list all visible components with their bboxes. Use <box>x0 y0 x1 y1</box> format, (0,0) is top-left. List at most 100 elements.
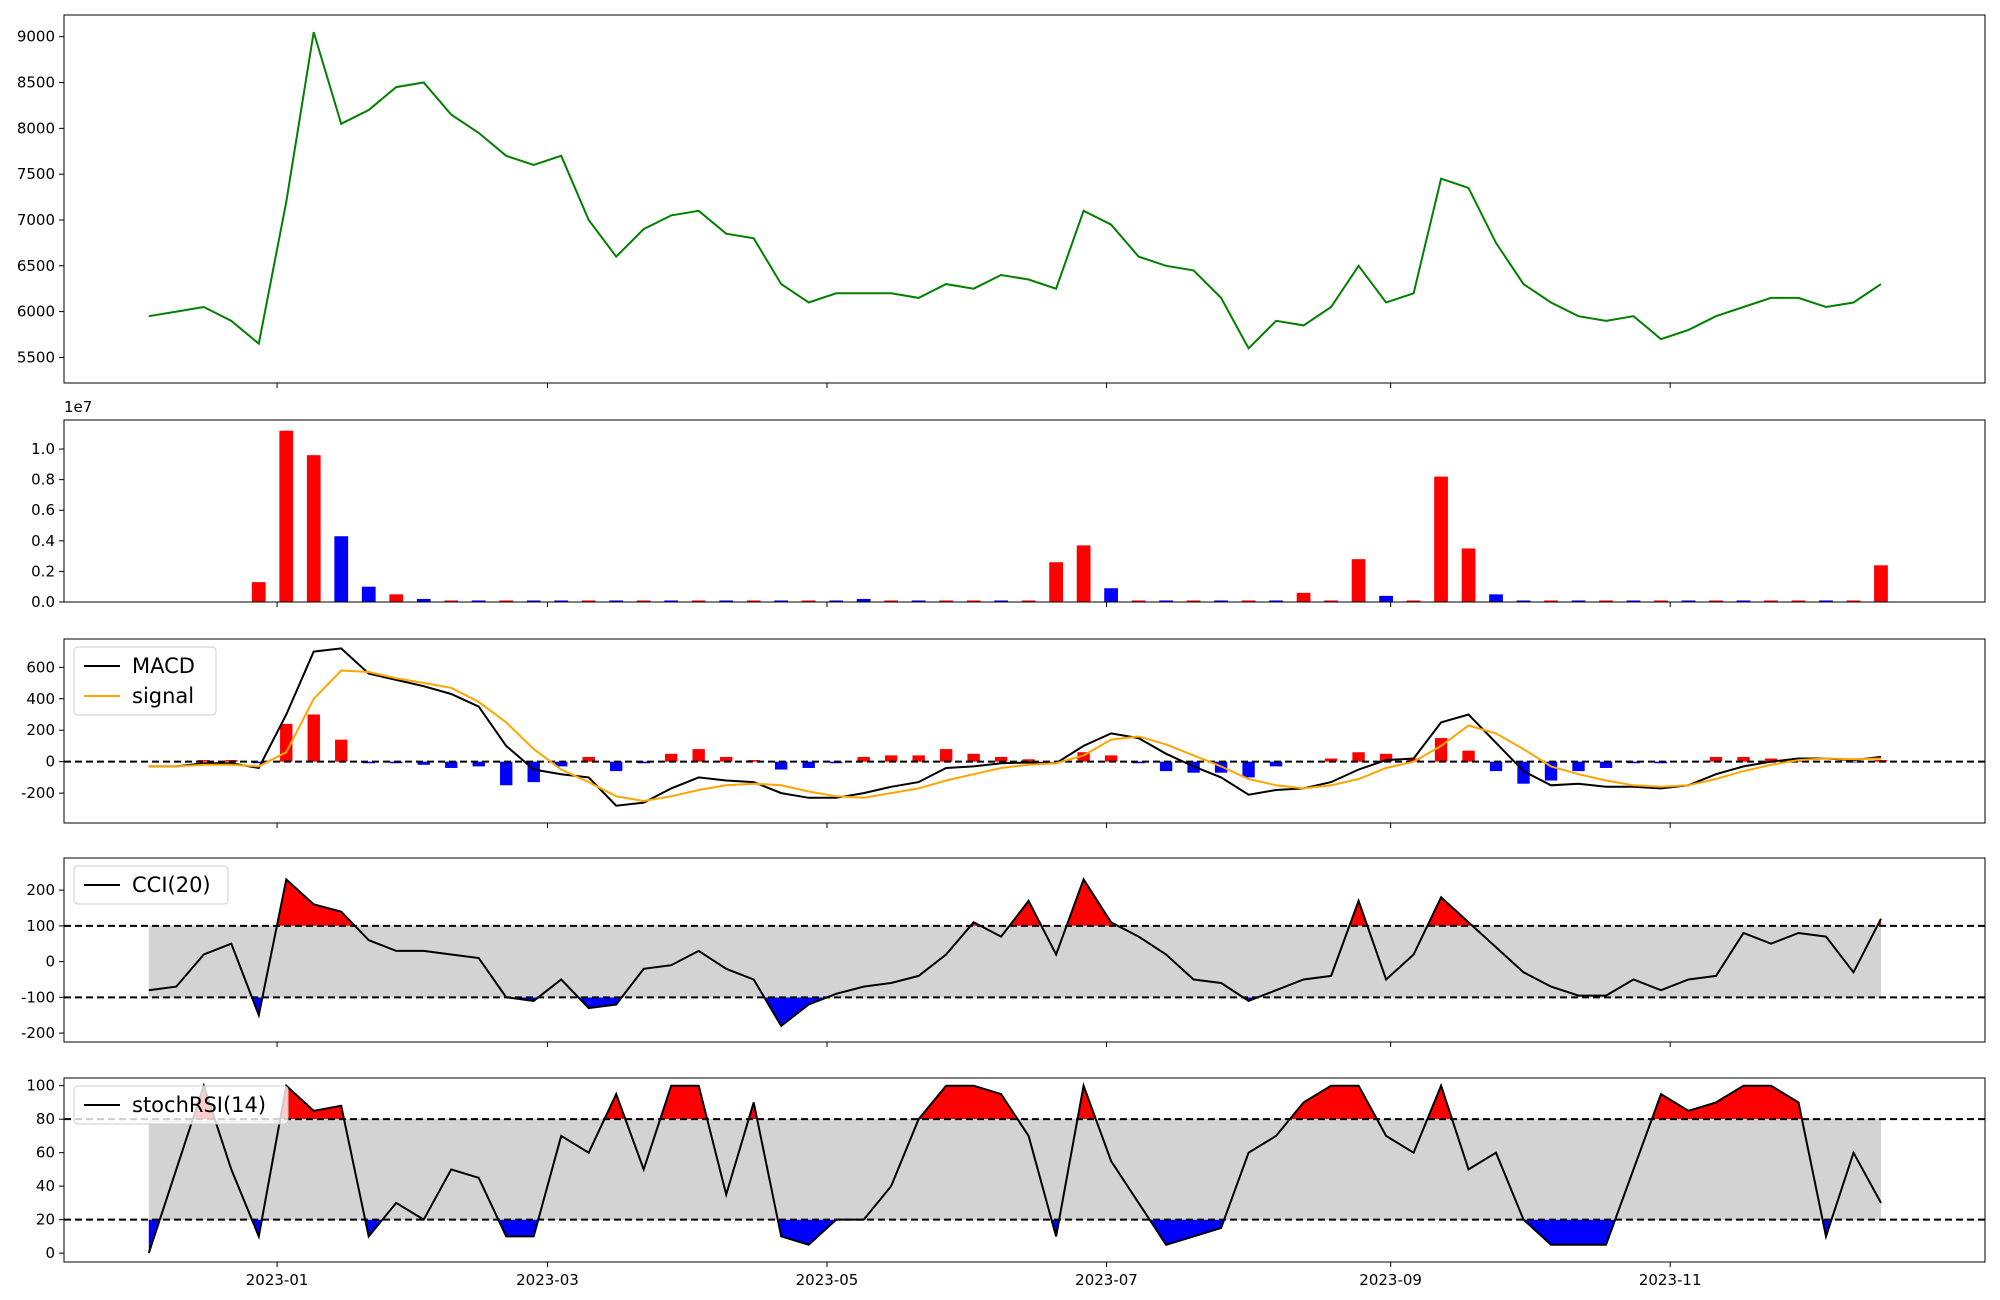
volume-bar <box>1846 600 1861 602</box>
volume-bar <box>774 600 789 602</box>
volume-bar <box>856 598 871 602</box>
histogram-bar <box>252 761 265 764</box>
volume-bar <box>829 600 844 602</box>
volume-bar <box>1516 600 1531 602</box>
volume-bar <box>1241 600 1256 602</box>
upper-fill <box>148 879 1881 926</box>
legend-label: MACD <box>132 654 195 678</box>
neutral-band <box>148 925 1881 998</box>
panel: 0 20 40 60 80 100 2023-01 2023-03 2023-05 2023-07… <box>26 1077 1986 1289</box>
histogram-bar <box>1324 758 1338 762</box>
volume-bar <box>416 598 431 602</box>
volume-bar <box>1654 600 1668 602</box>
panel: -200 0 200 400 600 MACD signal <box>21 638 1986 828</box>
y-tick-label: 200 <box>26 881 55 899</box>
histogram-bar <box>1599 761 1613 768</box>
legend-box <box>73 646 217 716</box>
y-tick-label: 7500 <box>17 165 55 183</box>
y-tick-label: 0.2 <box>31 562 55 580</box>
histogram-bar <box>445 761 458 768</box>
y-tick-label: 7000 <box>17 211 55 229</box>
legend-label: signal <box>132 684 194 708</box>
volume-bar <box>966 600 981 602</box>
volume-bar <box>1406 600 1421 602</box>
volume-bar <box>471 600 486 602</box>
histogram-bar <box>280 723 293 762</box>
volume-bar <box>1819 600 1833 602</box>
histogram-bar <box>994 756 1008 762</box>
y-tick-label: 0.4 <box>31 532 55 550</box>
axes-frame <box>63 419 1986 603</box>
histogram-bar <box>582 756 595 762</box>
histogram-bar <box>1077 752 1090 762</box>
histogram-bar <box>1022 759 1035 762</box>
volume-bar <box>1461 548 1476 602</box>
histogram-bar <box>1159 761 1173 772</box>
volume-bar <box>1021 600 1036 602</box>
histogram-bar <box>1489 761 1503 772</box>
offset-label: 1e7 <box>64 398 92 416</box>
y-tick-label: 0 <box>45 953 55 971</box>
y-tick-label: 0.6 <box>31 501 55 519</box>
histogram-bar <box>637 761 650 764</box>
volume-bar <box>664 600 679 602</box>
volume-bar <box>526 600 541 602</box>
upper-fill <box>192 1085 1802 1120</box>
y-tick-label: 20 <box>36 1211 55 1229</box>
series-line <box>148 31 1882 350</box>
histogram-bar <box>912 755 925 762</box>
y-tick-label: 6000 <box>17 303 55 321</box>
volume-bar <box>1626 600 1641 602</box>
histogram-bar <box>857 756 870 762</box>
y-tick-label: 5500 <box>17 348 55 366</box>
panel: 5500 6000 6500 7000 7500 8000 8500 9000 <box>17 14 1986 388</box>
x-tick-label: 2023-09 <box>1359 1271 1422 1289</box>
volume-bar <box>1269 600 1283 602</box>
volume-bar <box>1104 588 1118 602</box>
series-line <box>148 669 1882 803</box>
histogram-bar <box>1379 753 1393 762</box>
histogram-bar <box>719 756 733 762</box>
axes-frame <box>63 857 1986 1043</box>
y-tick-label: 0.8 <box>31 471 55 489</box>
y-tick-label: 100 <box>26 1077 55 1095</box>
histogram-bar <box>802 761 815 768</box>
histogram-bar <box>1269 761 1283 767</box>
y-tick-label: 400 <box>26 690 55 708</box>
histogram-bar <box>664 753 678 762</box>
volume-bar <box>801 600 816 602</box>
y-tick-label: 80 <box>36 1110 55 1128</box>
volume-bar <box>939 600 954 602</box>
histogram-bar <box>1242 761 1255 778</box>
histogram-bar <box>1132 761 1145 764</box>
volume-bar <box>1764 600 1778 602</box>
y-tick-label: 9000 <box>17 28 55 46</box>
histogram-bar <box>774 761 788 770</box>
y-tick-label: 600 <box>26 658 55 676</box>
x-tick-label: 2023-05 <box>796 1271 859 1289</box>
histogram-bar <box>967 753 980 762</box>
histogram-bar <box>1627 761 1640 764</box>
histogram-bar <box>692 749 705 762</box>
volume-bar <box>1159 600 1173 602</box>
axes-frame <box>63 14 1986 384</box>
histogram-bar <box>1462 750 1475 762</box>
volume-bar <box>911 600 926 602</box>
x-tick-label: 2023-07 <box>1075 1271 1138 1289</box>
volume-bar <box>334 536 349 602</box>
volume-bar <box>1379 595 1393 602</box>
series-line <box>147 1081 1882 1254</box>
neutral-band <box>148 1119 1881 1220</box>
plot-area <box>148 31 1882 350</box>
y-tick-label: 6500 <box>17 257 55 275</box>
legend-label: stochRSI(14) <box>132 1093 266 1117</box>
histogram-bar <box>555 761 568 767</box>
histogram-bar <box>1764 758 1778 762</box>
histogram-bar <box>939 749 953 762</box>
histogram-bar <box>747 760 760 762</box>
y-tick-label: 8000 <box>17 119 55 137</box>
y-tick-label: 1.0 <box>31 440 55 458</box>
histogram-bar <box>362 761 375 764</box>
volume-bar <box>499 600 514 602</box>
